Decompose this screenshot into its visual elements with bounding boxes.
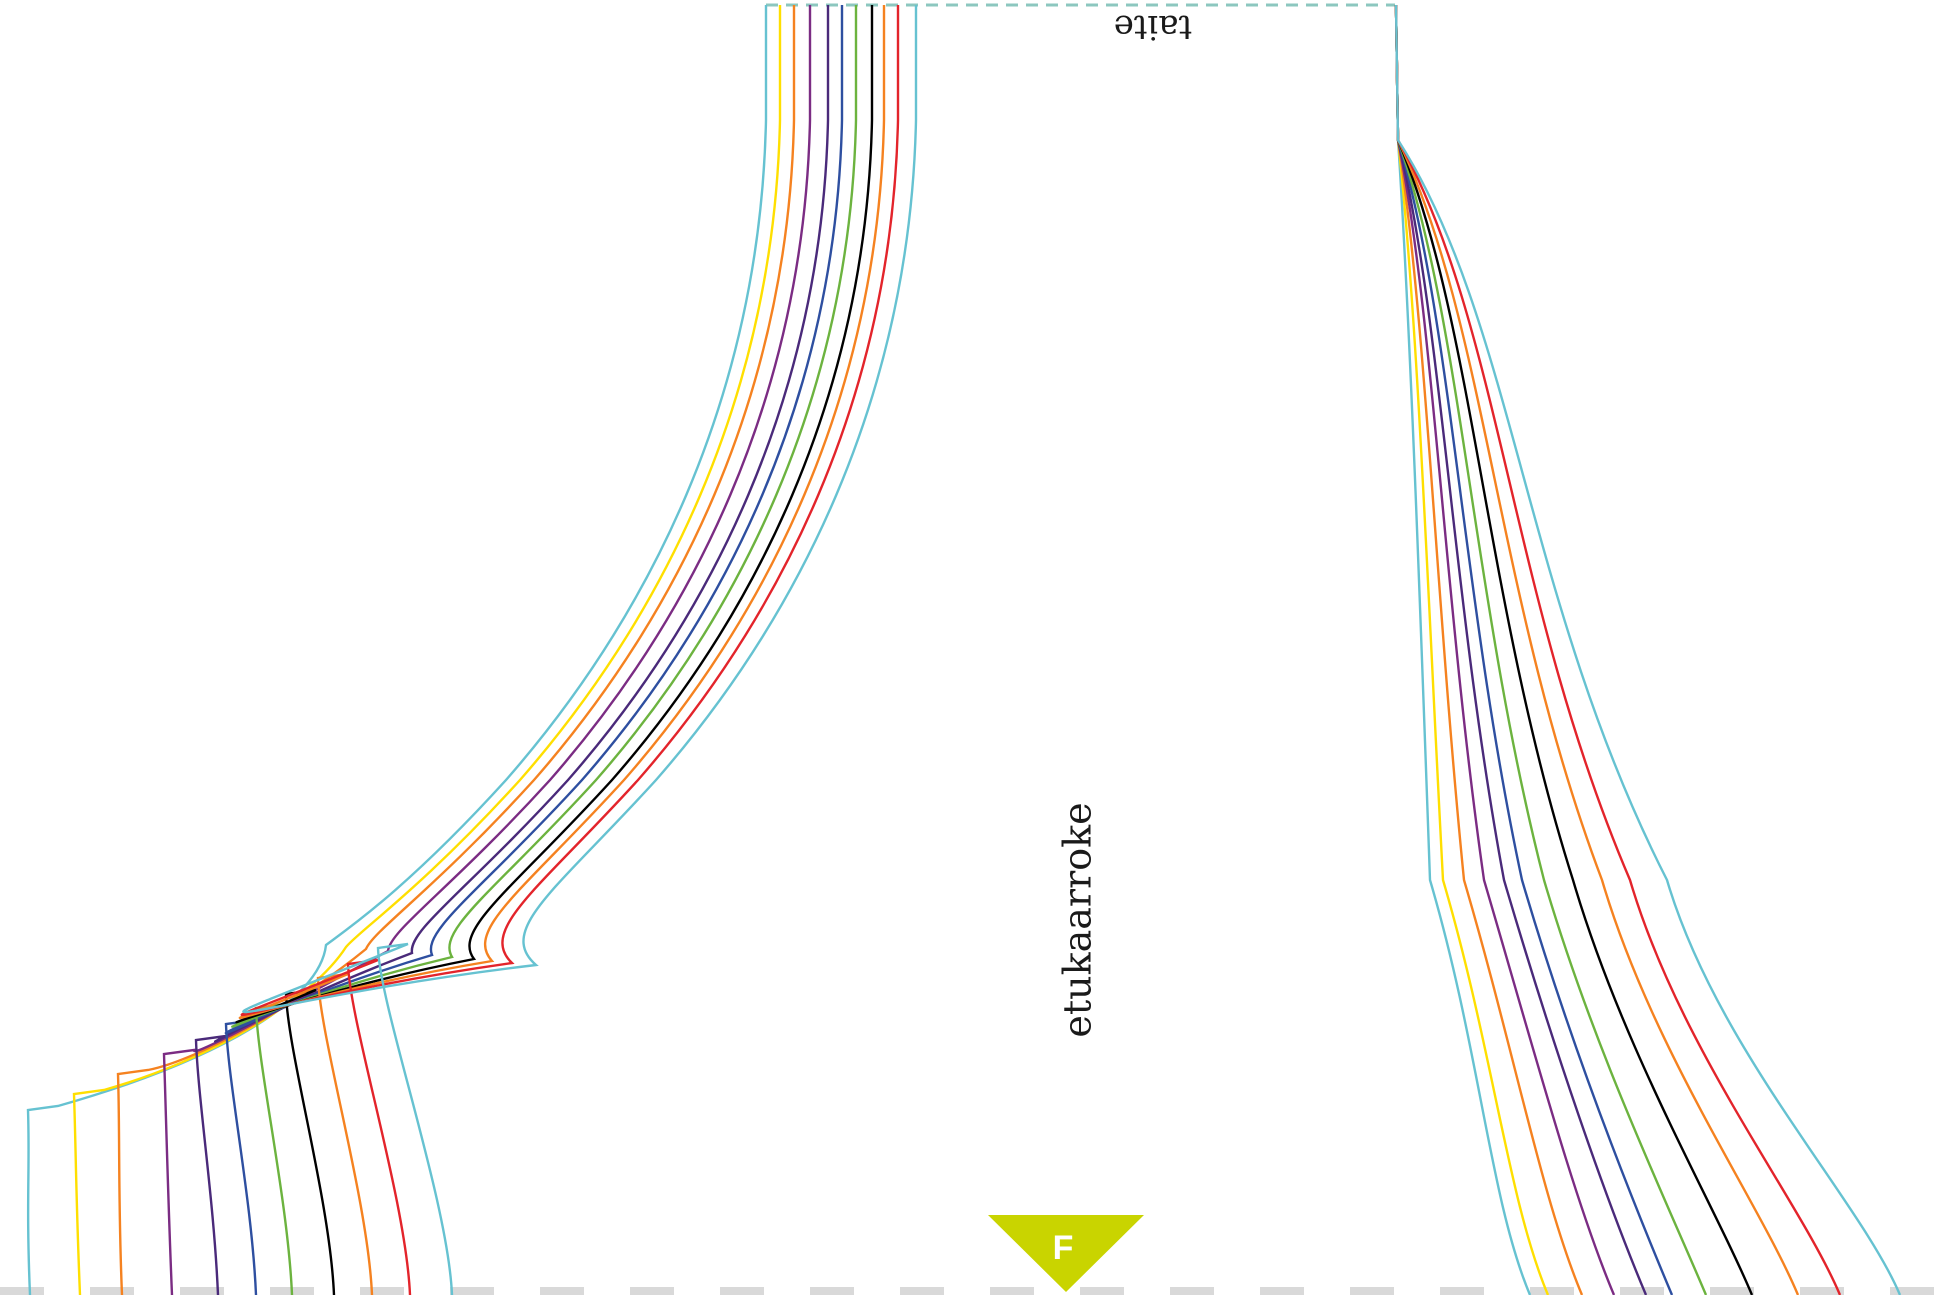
right-size-line-7 xyxy=(1394,4,1708,1295)
left-size-line-4 xyxy=(162,5,812,1295)
piece-name-label: etukaarroke xyxy=(1056,802,1100,1037)
right-size-line-5 xyxy=(1394,4,1648,1295)
left-size-line-10 xyxy=(240,5,900,1295)
right-size-line-8 xyxy=(1394,4,1754,1295)
left-size-line-6 xyxy=(224,5,844,1295)
left-size-line-9 xyxy=(238,5,886,1295)
left-size-line-1 xyxy=(26,5,768,1295)
left-size-line-3 xyxy=(116,5,796,1295)
right-size-line-6 xyxy=(1394,4,1674,1295)
left-size-line-5 xyxy=(194,5,830,1295)
right-size-line-2 xyxy=(1394,4,1550,1295)
right-size-lines xyxy=(1394,4,1902,1295)
right-size-line-4 xyxy=(1394,4,1616,1295)
top-fold-label: taite xyxy=(1114,7,1193,47)
left-size-lines xyxy=(26,5,918,1295)
left-size-line-2 xyxy=(72,5,782,1295)
left-size-line-11 xyxy=(242,5,918,1295)
notch-marker: F xyxy=(988,1215,1144,1292)
notch-triangle-icon xyxy=(988,1215,1144,1292)
right-size-line-1 xyxy=(1394,4,1532,1295)
right-size-line-9 xyxy=(1394,4,1800,1295)
right-size-line-3 xyxy=(1394,4,1584,1295)
left-size-line-8 xyxy=(235,5,874,1295)
right-size-line-11 xyxy=(1394,4,1902,1295)
right-size-line-10 xyxy=(1394,4,1842,1295)
left-size-line-7 xyxy=(231,5,858,1295)
notch-marker-label: F xyxy=(1053,1229,1074,1267)
